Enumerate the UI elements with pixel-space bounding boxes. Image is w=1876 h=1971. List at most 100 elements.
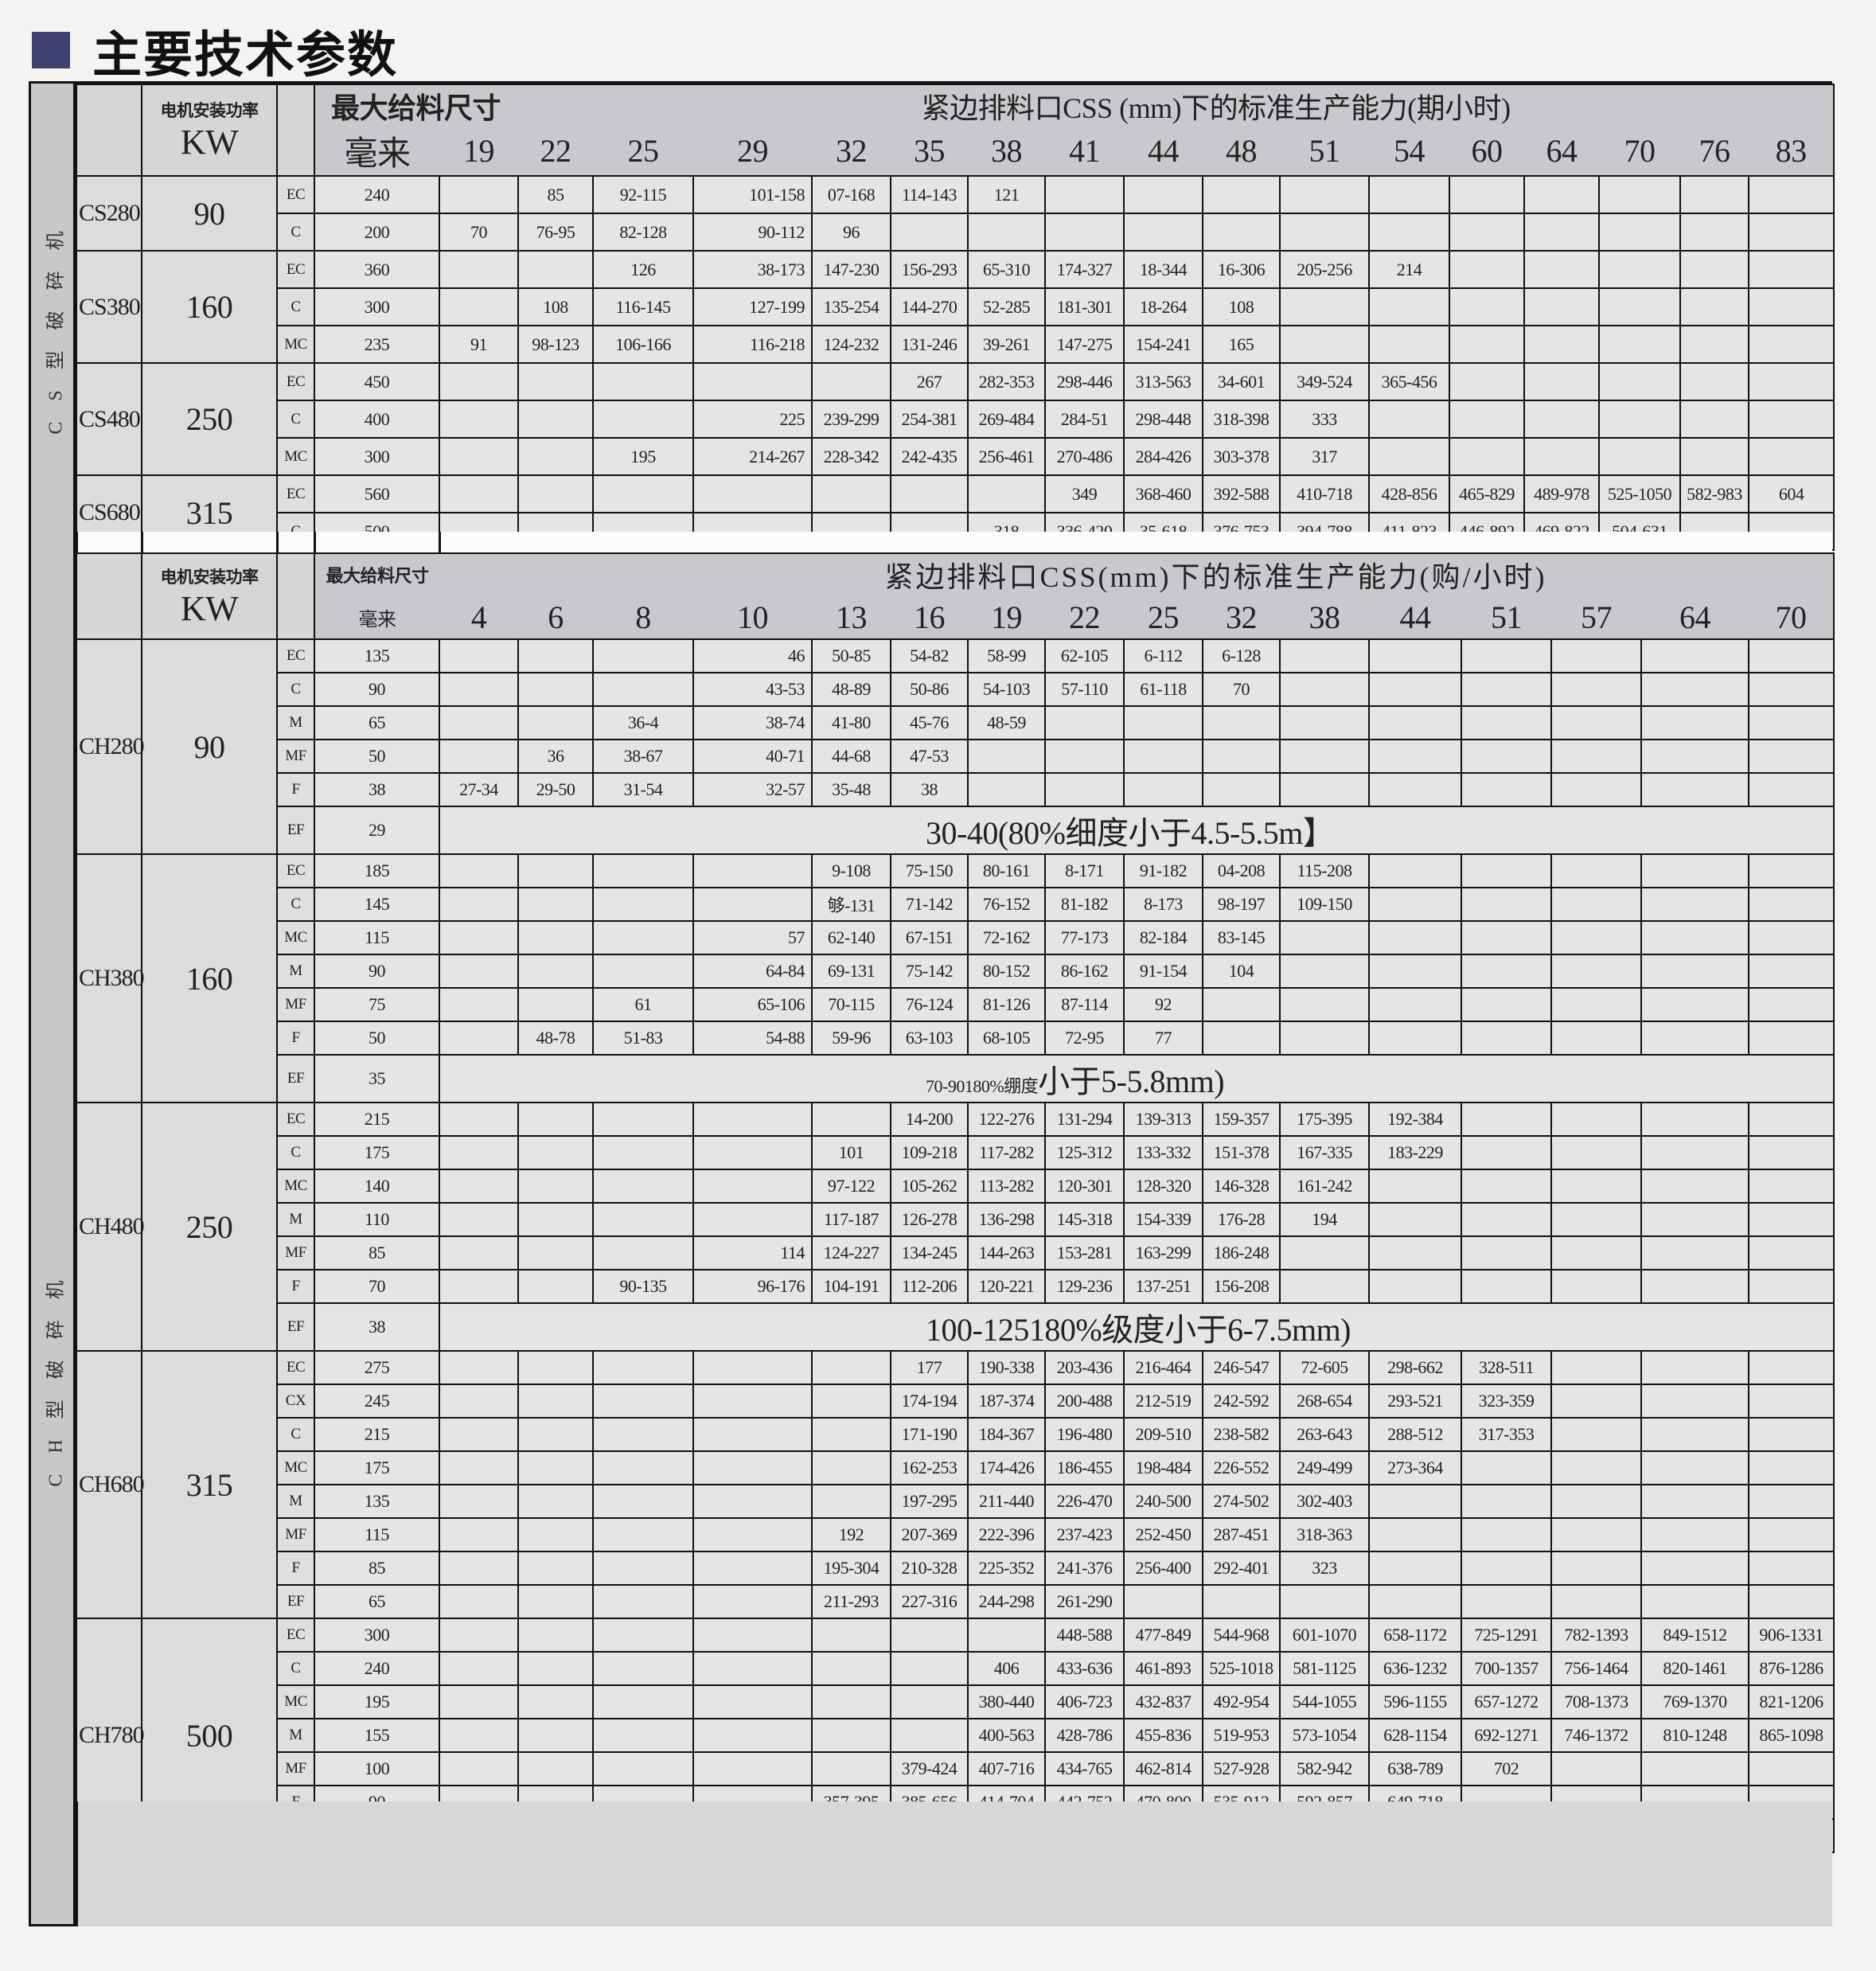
capacity-cell: 77 xyxy=(1123,1021,1203,1056)
cavity-type: EC xyxy=(276,175,315,214)
capacity-cell: 57 xyxy=(693,920,813,955)
css-column-header: 44 xyxy=(1124,127,1203,177)
feed-size-unit: 毫来 xyxy=(314,127,439,177)
capacity-cell xyxy=(1640,1102,1749,1137)
table-row: M 90 64-84 69-131 75-142 80-152 86-162 91-154 10… xyxy=(76,954,1835,989)
capacity-cell: 461-893 xyxy=(1123,1651,1203,1686)
capacity-cell xyxy=(1747,1384,1835,1419)
capacity-cell: 135-254 xyxy=(811,287,891,326)
css-column-header: 64 xyxy=(1641,595,1749,640)
table-row: M 110 117-187 126-278 136-298 145-318 154-339 1… xyxy=(76,1202,1835,1237)
capacity-cell xyxy=(811,1718,891,1753)
capacity-cell: 455-836 xyxy=(1123,1718,1203,1753)
capacity-cell xyxy=(517,853,594,888)
capacity-cell xyxy=(890,474,969,513)
capacity-cell: 165 xyxy=(1202,325,1281,364)
capacity-cell: 365-456 xyxy=(1368,362,1450,401)
capacity-cell xyxy=(439,1684,519,1719)
capacity-cell: 209-510 xyxy=(1123,1417,1203,1452)
capacity-cell xyxy=(1202,772,1281,807)
table-row: MC 140 97-122 105-262 113-282 120-301 128-320 1… xyxy=(76,1169,1835,1204)
power-unit: KW xyxy=(180,123,239,162)
capacity-cell xyxy=(1640,1350,1749,1385)
capacity-cell: 65-106 xyxy=(693,987,813,1022)
capacity-cell: 293-521 xyxy=(1368,1384,1462,1419)
capacity-cell xyxy=(1461,1584,1552,1619)
capacity-cell: 284-426 xyxy=(1123,437,1203,476)
capacity-cell: 80-152 xyxy=(967,954,1046,989)
capacity-cell: 64-84 xyxy=(693,954,813,989)
capacity-cell: 38-173 xyxy=(693,250,813,289)
capacity-cell xyxy=(811,362,891,401)
css-column-header: 38 xyxy=(968,127,1045,177)
capacity-cell: 190-338 xyxy=(967,1350,1046,1385)
capacity-cell: 04-208 xyxy=(1202,853,1281,888)
cavity-type: C xyxy=(276,1417,315,1452)
capacity-cell xyxy=(1368,1517,1462,1552)
capacity-cell xyxy=(1449,400,1525,439)
capacity-cell: 48-59 xyxy=(967,705,1046,740)
capacity-cell xyxy=(1202,987,1281,1022)
table-row: MF 50 36 38-67 40-71 44-68 47-53 xyxy=(76,739,1835,774)
power-header: 电机安装功率 KW xyxy=(141,84,278,177)
cavity-type: F xyxy=(276,772,315,807)
capacity-cell xyxy=(1202,213,1281,252)
capacity-cell xyxy=(693,1202,813,1237)
capacity-cell xyxy=(890,1618,969,1653)
capacity-cell: 63-103 xyxy=(890,1021,969,1056)
capacity-cell xyxy=(1279,638,1370,673)
capacity-cell: 117-282 xyxy=(967,1135,1046,1170)
capacity-cell: 72-95 xyxy=(1044,1021,1125,1056)
cavity-type: EC xyxy=(276,638,315,673)
capacity-cell: 35-48 xyxy=(811,772,891,807)
capacity-cell: 244-298 xyxy=(967,1584,1046,1619)
max-feed-size: 360 xyxy=(314,250,440,289)
power-unit: KW xyxy=(180,588,239,628)
max-feed-size: 135 xyxy=(314,638,440,673)
feed-size-unit: 毫来 xyxy=(314,595,439,640)
capacity-cell xyxy=(1123,772,1203,807)
capacity-cell: 43-53 xyxy=(693,672,813,707)
capacity-cell: 34-601 xyxy=(1202,362,1281,401)
capacity-cell: 114-143 xyxy=(890,175,969,214)
capacity-cell xyxy=(1461,1135,1552,1170)
power-label: 电机安装功率 xyxy=(160,101,259,120)
capacity-cell: 596-1155 xyxy=(1368,1684,1462,1719)
max-feed-size: 38 xyxy=(314,1302,440,1352)
css-column-header: 29 xyxy=(693,127,812,177)
capacity-cell xyxy=(592,1517,694,1552)
css-column-header: 13 xyxy=(812,595,891,640)
capacity-cell xyxy=(439,739,519,774)
capacity-cell: 582-942 xyxy=(1279,1751,1370,1786)
capacity-cell: 241-376 xyxy=(1044,1551,1125,1586)
max-feed-size: 300 xyxy=(314,1618,440,1653)
capacity-cell xyxy=(1550,1021,1642,1056)
motor-power: 160 xyxy=(141,250,278,364)
capacity-cell: 207-369 xyxy=(890,1517,969,1552)
cavity-type: MC xyxy=(276,920,315,955)
capacity-cell: 407-716 xyxy=(967,1751,1046,1786)
capacity-title: 紧边排料口CSS(mm)下的标准生产能力(购/小时) xyxy=(439,552,1835,595)
capacity-cell: 197-295 xyxy=(890,1484,969,1519)
capacity-cell: 50-85 xyxy=(811,638,891,673)
capacity-cell: 105-262 xyxy=(890,1169,969,1204)
cavity-type: EF xyxy=(276,1584,315,1619)
capacity-cell xyxy=(1461,1102,1552,1137)
feed-size-title: 最大给料尺寸 xyxy=(314,84,501,127)
table-row: CS280 90 EC 240 85 92-115 101-158 07-168 114-143… xyxy=(76,175,1835,252)
capacity-cell xyxy=(439,638,519,673)
capacity-cell xyxy=(1640,1484,1749,1519)
capacity-cell xyxy=(1461,672,1552,707)
capacity-cell: 133-332 xyxy=(1123,1135,1203,1170)
capacity-cell: 147-230 xyxy=(811,250,891,289)
capacity-cell: 184-367 xyxy=(967,1417,1046,1452)
capacity-cell xyxy=(1747,1484,1835,1519)
model-name: CS280 xyxy=(76,175,142,252)
capacity-cell: 153-281 xyxy=(1044,1235,1125,1270)
capacity-cell xyxy=(1550,853,1642,888)
capacity-cell xyxy=(592,400,694,439)
capacity-cell: 147-275 xyxy=(1044,325,1125,364)
table-row: F 85 195-304 210-328 225-352 241-376 256-400 29… xyxy=(76,1551,1835,1586)
css-column-header: 8 xyxy=(593,595,693,640)
capacity-cell xyxy=(439,437,519,476)
